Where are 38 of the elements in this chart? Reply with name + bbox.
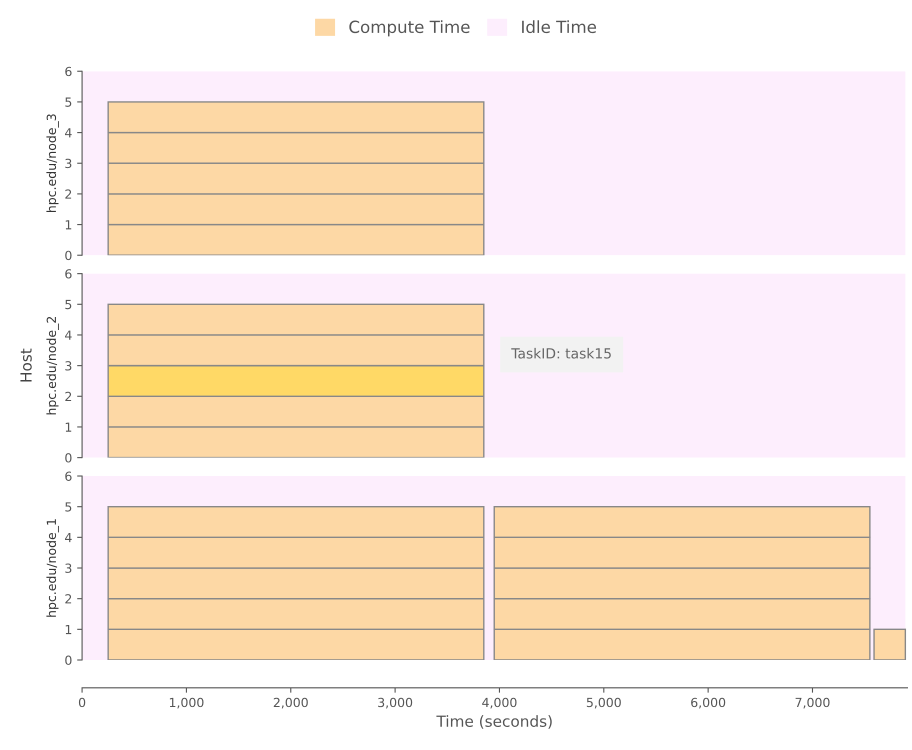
x-tick-label: 7,000 xyxy=(796,698,830,708)
y-tick-label: 3 xyxy=(65,158,72,168)
x-tick-label: 4,000 xyxy=(482,698,517,708)
y-tick-label: 2 xyxy=(65,392,72,402)
y-tick-label: 0 xyxy=(65,250,72,260)
text: Host xyxy=(20,348,32,382)
annotation: TaskID: task15 xyxy=(511,348,611,359)
y-tick-label: 1 xyxy=(66,422,72,432)
x-tick-label: 3,000 xyxy=(378,698,412,708)
y-tick-label: 2 xyxy=(65,594,72,604)
y-axis-title: hpc.edu/node_1 xyxy=(46,519,59,617)
y-tick-label: 5 xyxy=(65,300,72,310)
y-tick-label: 4 xyxy=(65,330,72,340)
y-tick-label: 5 xyxy=(65,98,72,107)
legend-label: Compute Time xyxy=(349,20,470,36)
x-tick-label: 2,000 xyxy=(274,698,308,708)
y-tick-label: 3 xyxy=(65,361,72,371)
y-tick-label: 1 xyxy=(66,220,72,230)
x-tick-label: 1,000 xyxy=(170,698,204,708)
y-tick-label: 3 xyxy=(65,563,72,573)
y-tick-label: 0 xyxy=(65,453,72,463)
y-axis-title: hpc.edu/node_3 xyxy=(46,114,59,212)
legend-label: Idle Time xyxy=(522,20,596,34)
y-tick-label: 2 xyxy=(65,189,72,199)
y-tick-label: 5 xyxy=(65,502,72,512)
bar xyxy=(873,628,906,660)
y-tick-label: 4 xyxy=(65,128,72,138)
y-tick-label: 1 xyxy=(66,624,72,634)
x-tick-label: 5,000 xyxy=(586,698,621,708)
x-tick-label: 6,000 xyxy=(691,698,726,708)
y-tick-label: 6 xyxy=(65,471,72,481)
y-axis-title: hpc.edu/node_2 xyxy=(46,316,59,414)
y-tick-label: 6 xyxy=(65,269,72,279)
x-tick-label: 0 xyxy=(78,698,86,708)
x-axis-title: Time (seconds) xyxy=(436,715,552,729)
y-tick-label: 4 xyxy=(65,532,72,542)
y-tick-label: 6 xyxy=(65,66,72,76)
y-tick-label: 0 xyxy=(65,655,72,665)
